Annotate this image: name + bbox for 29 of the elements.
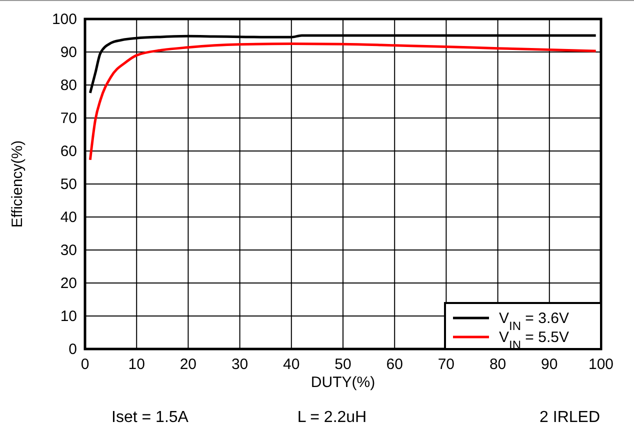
y-tick-label: 90 (60, 44, 77, 61)
y-tick-label: 100 (52, 11, 77, 28)
line-series (88, 42, 598, 162)
y-tick-label: 70 (60, 110, 77, 127)
x-tick-label: 0 (80, 356, 90, 373)
x-tick-label: 40 (283, 356, 300, 373)
text: L = 2.2uH (297, 409, 367, 426)
x-tick-label: 20 (180, 356, 197, 373)
y-tick-label: 30 (60, 242, 77, 259)
y-axis-title: Efficiency(%) (9, 140, 26, 228)
x-tick-label: 90 (541, 356, 558, 373)
x-tick-label: 30 (231, 356, 248, 373)
y-tick-label: 60 (60, 143, 77, 160)
legend-label: V$_{IN}$ = 3.6V (499, 310, 569, 333)
y-tick-label: 50 (60, 176, 77, 193)
y-tick-label: 20 (60, 275, 77, 292)
y-tick-label: 40 (60, 209, 77, 226)
y-tick-label: 10 (60, 308, 77, 325)
x-tick-label: 100 (588, 356, 614, 373)
text: Iset = 1.5A (112, 409, 189, 426)
x-tick-label: 10 (128, 356, 145, 373)
text: 2 IRLED (540, 409, 600, 426)
x-tick-label: 80 (489, 356, 506, 373)
x-axis-title: DUTY(%) (310, 374, 376, 391)
x-tick-label: 50 (334, 356, 352, 373)
y-tick-label: 80 (60, 77, 77, 94)
x-tick-label: 70 (438, 356, 455, 373)
y-tick-label: 0 (68, 341, 77, 358)
x-tick-label: 60 (386, 356, 403, 373)
